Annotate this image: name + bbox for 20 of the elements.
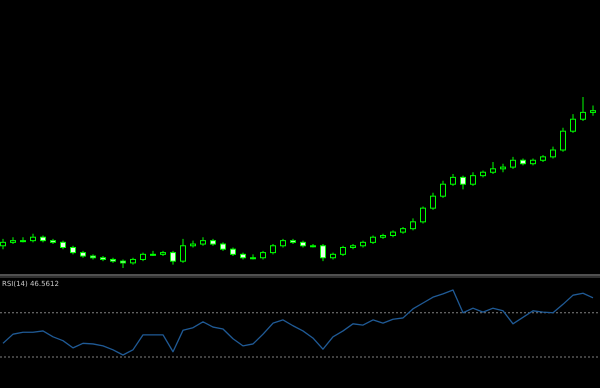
candlestick	[440, 180, 446, 198]
candlestick	[320, 244, 326, 262]
candlestick	[490, 161, 496, 174]
candlestick	[470, 172, 476, 186]
candlestick	[560, 127, 566, 152]
candlestick	[580, 96, 586, 122]
candlestick	[510, 156, 516, 170]
candlestick	[270, 244, 276, 255]
candlestick	[570, 114, 576, 134]
candlestick	[590, 105, 596, 116]
candlestick	[340, 245, 346, 257]
candlestick	[0, 238, 6, 250]
candlestick	[170, 250, 176, 266]
candlestick	[430, 192, 436, 210]
candlestick	[550, 146, 556, 160]
candlestick	[410, 218, 416, 231]
candlestick	[450, 173, 456, 186]
candlestick	[420, 206, 426, 224]
candlestick	[180, 238, 186, 264]
candlestick	[460, 175, 466, 190]
